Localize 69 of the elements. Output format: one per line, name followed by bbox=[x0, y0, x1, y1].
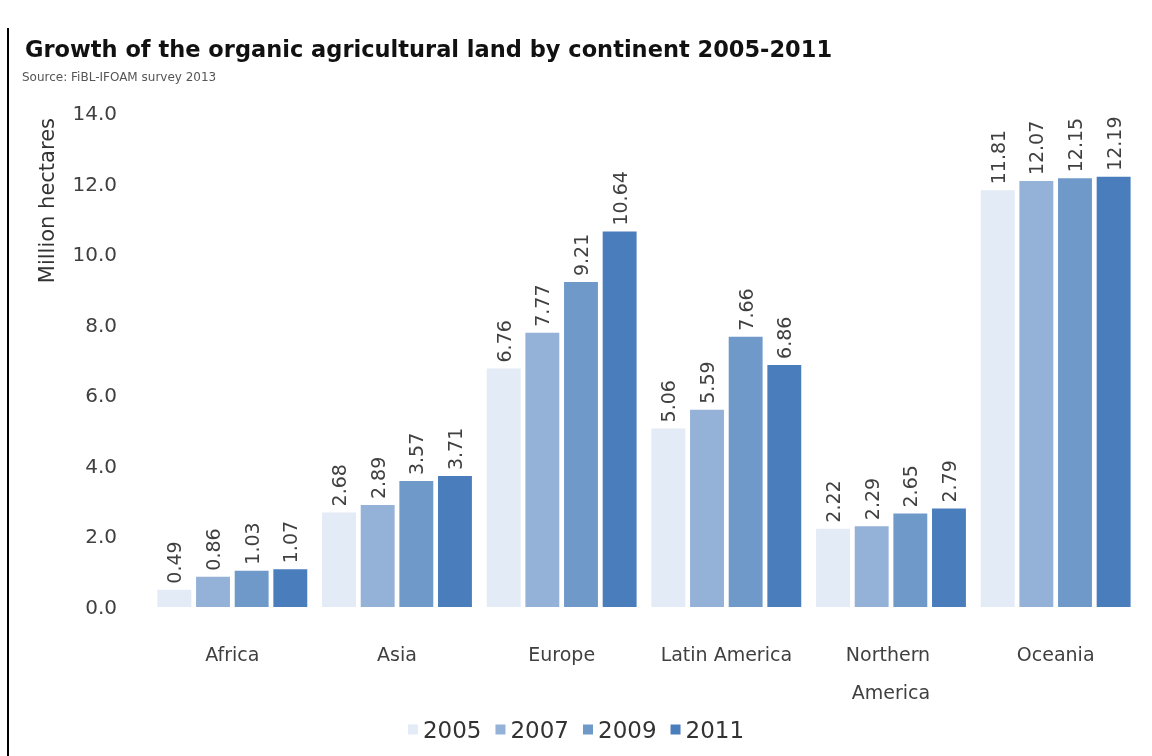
bar bbox=[196, 576, 230, 607]
bar bbox=[651, 428, 686, 607]
bar bbox=[893, 513, 928, 607]
bar bbox=[234, 570, 269, 607]
y-tick-label: 4.0 bbox=[85, 453, 117, 478]
data-label: 5.59 bbox=[696, 361, 719, 404]
data-label: 1.03 bbox=[240, 522, 263, 565]
data-label: 7.77 bbox=[531, 284, 554, 327]
data-label: 3.57 bbox=[405, 432, 428, 476]
bar bbox=[932, 508, 966, 607]
bar bbox=[525, 332, 560, 607]
bar bbox=[360, 505, 395, 607]
y-tick-label: 6.0 bbox=[85, 383, 117, 408]
y-tick-label: 8.0 bbox=[85, 312, 117, 337]
data-label: 2.22 bbox=[822, 480, 845, 523]
data-label: 12.15 bbox=[1063, 117, 1086, 173]
data-label: 5.06 bbox=[657, 380, 680, 423]
data-label: 12.19 bbox=[1102, 116, 1125, 171]
bar bbox=[1019, 181, 1054, 607]
bar bbox=[854, 526, 889, 607]
y-tick-label: 10.0 bbox=[72, 242, 117, 267]
bar bbox=[438, 476, 472, 607]
y-tick-label: 12.0 bbox=[72, 171, 117, 196]
legend-label: 2011 bbox=[685, 716, 745, 743]
y-tick-label: 14.0 bbox=[72, 101, 117, 125]
y-axis-title: Million hectares bbox=[34, 118, 59, 284]
data-label: 2.29 bbox=[860, 477, 883, 521]
data-label: 7.66 bbox=[734, 288, 757, 331]
bar bbox=[1096, 176, 1131, 607]
bar bbox=[690, 409, 724, 607]
x-tick-label: Northern America bbox=[845, 643, 937, 703]
data-label: 0.49 bbox=[163, 541, 186, 584]
legend-label: 2005 bbox=[422, 716, 482, 743]
bar bbox=[728, 336, 763, 607]
bar bbox=[602, 231, 637, 607]
bar bbox=[399, 481, 434, 607]
data-label: 0.86 bbox=[202, 528, 225, 571]
bar bbox=[767, 364, 802, 607]
bar bbox=[816, 528, 850, 607]
data-label: 3.71 bbox=[443, 427, 466, 471]
y-tick-label: 2.0 bbox=[85, 524, 117, 549]
data-label: 2.65 bbox=[899, 465, 922, 508]
x-tick-label: Oceania bbox=[1016, 643, 1095, 665]
bar bbox=[273, 569, 308, 607]
bar bbox=[1058, 178, 1092, 607]
chart-title: Growth of the organic agricultural land by continent 2005-2011 bbox=[25, 35, 833, 62]
legend-label: 2007 bbox=[510, 716, 570, 743]
data-label: 12.07 bbox=[1025, 120, 1048, 176]
data-label: 1.07 bbox=[279, 520, 302, 564]
y-tick-label: 0.0 bbox=[85, 595, 117, 619]
data-label: 6.76 bbox=[492, 320, 515, 363]
data-label: 2.68 bbox=[328, 464, 351, 507]
x-tick-label: Europe bbox=[528, 643, 596, 665]
x-tick-label: Africa bbox=[205, 643, 260, 665]
legend-label: 2009 bbox=[598, 716, 657, 743]
data-label: 2.89 bbox=[366, 456, 389, 500]
bar bbox=[486, 368, 521, 607]
data-label: 6.86 bbox=[773, 316, 796, 359]
data-label: 11.81 bbox=[986, 129, 1009, 185]
bar bbox=[980, 190, 1015, 607]
bar bbox=[322, 512, 356, 607]
bar bbox=[157, 589, 192, 607]
bar bbox=[564, 282, 598, 607]
data-label: 9.21 bbox=[569, 233, 592, 277]
x-tick-label: Latin America bbox=[660, 643, 793, 665]
x-tick-label: Asia bbox=[377, 643, 417, 665]
data-label: 10.64 bbox=[608, 171, 631, 226]
data-label: 2.79 bbox=[937, 460, 960, 503]
source-note: Source: FiBL-IFOAM survey 2013 bbox=[22, 70, 217, 84]
